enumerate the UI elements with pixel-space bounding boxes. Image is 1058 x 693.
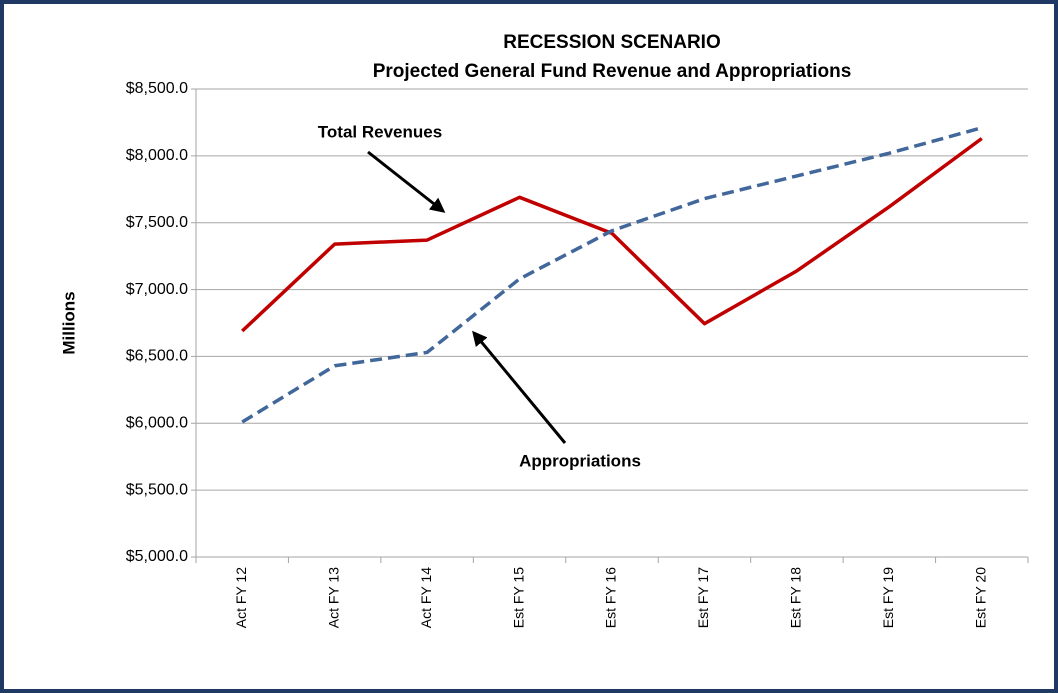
x-tick-label: Act FY 13 (325, 567, 341, 628)
x-tick-label: Act FY 12 (233, 567, 249, 628)
y-tick-label: $7,000.0 (126, 281, 188, 298)
y-tick-label: $5,500.0 (126, 481, 188, 498)
y-axis-label: Millions (59, 291, 78, 354)
annotation-arrow (367, 150, 446, 213)
y-tick-label: $6,000.0 (126, 415, 188, 432)
y-tick-label: $8,500.0 (126, 80, 188, 97)
plot-area: $5,000.0 $5,500.0 $6,000.0 $6,500.0 $7,000.0… (126, 80, 1029, 628)
x-tick-label: Est FY 16 (603, 567, 619, 628)
y-tick-label: $6,500.0 (126, 348, 188, 365)
annotation: Total Revenues (318, 122, 442, 141)
chart-title: RECESSION SCENARIO (503, 32, 720, 53)
x-tick-label: Act FY 14 (418, 567, 434, 628)
series-line (241, 126, 983, 424)
x-tick-label: Est FY 19 (880, 567, 896, 628)
x-tick-label: Est FY 17 (695, 567, 711, 628)
x-tick-label: Est FY 15 (510, 567, 526, 628)
x-tick-label: Est FY 20 (972, 567, 988, 628)
x-tick-label: Est FY 18 (788, 567, 804, 628)
series-line (241, 137, 983, 333)
annotation: Appropriations (519, 451, 641, 470)
y-tick-label: $5,000.0 (126, 548, 188, 565)
chart-subtitle: Projected General Fund Revenue and Appro… (373, 61, 852, 82)
y-tick-label: $8,000.0 (126, 147, 188, 164)
y-tick-label: $7,500.0 (126, 214, 188, 231)
annotation-arrow (472, 330, 567, 444)
